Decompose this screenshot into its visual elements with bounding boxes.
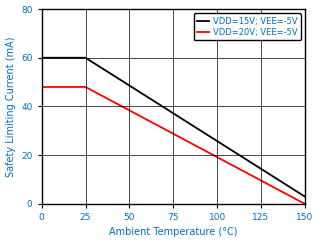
VDD=15V; VEE=-5V xyxy=(303,195,307,198)
Y-axis label: Safety Limiting Current (mA): Safety Limiting Current (mA) xyxy=(5,36,16,177)
VDD=15V; VEE=-5V xyxy=(84,56,87,59)
VDD=20V; VEE=-5V xyxy=(303,202,307,205)
VDD=15V; VEE=-5V xyxy=(40,56,44,59)
VDD=20V; VEE=-5V xyxy=(84,86,87,88)
VDD=20V; VEE=-5V xyxy=(40,86,44,88)
X-axis label: Ambient Temperature (°C): Ambient Temperature (°C) xyxy=(109,227,237,237)
Legend: VDD=15V; VEE=-5V, VDD=20V; VEE=-5V: VDD=15V; VEE=-5V, VDD=20V; VEE=-5V xyxy=(194,13,300,40)
Line: VDD=15V; VEE=-5V: VDD=15V; VEE=-5V xyxy=(42,58,305,197)
Line: VDD=20V; VEE=-5V: VDD=20V; VEE=-5V xyxy=(42,87,305,204)
